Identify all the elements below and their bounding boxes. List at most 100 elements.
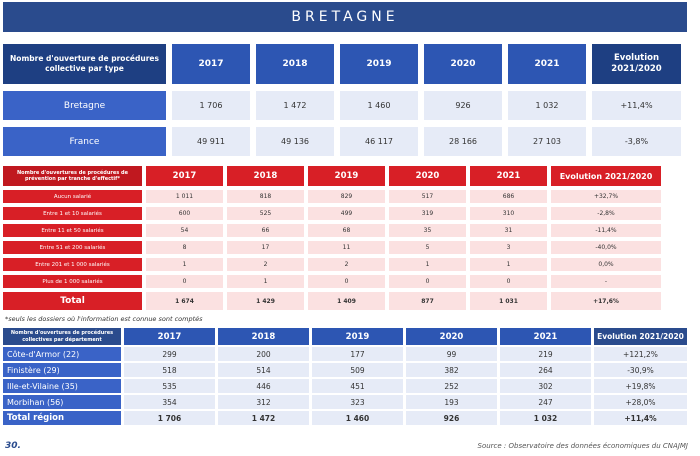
value-cell: 1 011 [146,190,223,203]
value-cell: 193 [406,395,497,409]
table-row: Ille-et-Vilaine (35) 535 446 451 252 302… [3,379,689,393]
row-label: Entre 201 et 1 000 salariés [3,258,142,271]
total-value: 1 409 [308,292,385,310]
value-cell: 518 [124,363,215,377]
value-cell: 310 [470,207,547,220]
total-value: 1 429 [227,292,304,310]
evolution-cell: -30,9% [594,363,687,377]
value-cell: 1 [470,258,547,271]
year-header: 2018 [218,328,309,345]
value-cell: 49 136 [256,127,334,156]
table-row: Bretagne 1 706 1 472 1 460 926 1 032 +11… [3,91,689,120]
procedures-by-department-table: Nombre d'ouvertures de procédures collec… [3,328,689,427]
value-cell: 818 [227,190,304,203]
year-header: 2019 [340,44,418,84]
value-cell: 0 [146,275,223,288]
value-cell: 382 [406,363,497,377]
total-value: 1 472 [218,411,309,425]
value-cell: 1 [389,258,466,271]
value-cell: 27 103 [508,127,586,156]
table-row: Plus de 1 000 salariés 0 1 0 0 0 - [3,275,689,288]
value-cell: 829 [308,190,385,203]
table-row: Finistère (29) 518 514 509 382 264 -30,9… [3,363,689,377]
value-cell: 686 [470,190,547,203]
table-header-row: Nombre d'ouverture de procédures collect… [3,44,689,84]
total-label: Total [3,292,142,310]
evolution-cell: 0,0% [551,258,661,271]
value-cell: 509 [312,363,403,377]
row-label: Plus de 1 000 salariés [3,275,142,288]
value-cell: 200 [218,347,309,361]
value-cell: 31 [470,224,547,237]
value-cell: 525 [227,207,304,220]
row-label: Entre 51 et 200 salariés [3,241,142,254]
table-header-row: Nombre d'ouvertures de procédures de pré… [3,166,689,186]
value-cell: 535 [124,379,215,393]
year-header: 2018 [227,166,304,186]
value-cell: 28 166 [424,127,502,156]
table-row: France 49 911 49 136 46 117 28 166 27 10… [3,127,689,156]
value-cell: 11 [308,241,385,254]
year-header: 2020 [389,166,466,186]
total-row: Total 1 674 1 429 1 409 877 1 031 +17,6% [3,292,689,310]
total-value: 1 706 [124,411,215,425]
total-value: 1 031 [470,292,547,310]
footnote: *seuls les dossiers où l'information est… [5,315,203,323]
total-value: 1 460 [312,411,403,425]
value-cell: 499 [308,207,385,220]
value-cell: 35 [389,224,466,237]
value-cell: 46 117 [340,127,418,156]
value-cell: 323 [312,395,403,409]
total-value: 926 [406,411,497,425]
table-header-label: Nombre d'ouverture de procédures collect… [3,44,166,84]
row-label: Morbihan (56) [3,395,121,409]
procedures-by-type-table: Nombre d'ouverture de procédures collect… [3,44,689,163]
evolution-cell: -2,8% [551,207,661,220]
value-cell: 514 [218,363,309,377]
year-header: 2017 [124,328,215,345]
value-cell: 66 [227,224,304,237]
value-cell: 451 [312,379,403,393]
value-cell: 49 911 [172,127,250,156]
evolution-cell: -40,0% [551,241,661,254]
value-cell: 5 [389,241,466,254]
table-row: Aucun salarié 1 011 818 829 517 686 +32,… [3,190,689,203]
table-row: Entre 201 et 1 000 salariés 1 2 2 1 1 0,… [3,258,689,271]
year-header: 2020 [406,328,497,345]
table-row: Entre 1 et 10 salariés 600 525 499 319 3… [3,207,689,220]
table-row: Côte-d'Armor (22) 299 200 177 99 219 +12… [3,347,689,361]
value-cell: 1 706 [172,91,250,120]
total-value: 877 [389,292,466,310]
value-cell: 0 [308,275,385,288]
total-label: Total région [3,411,121,425]
table-header-row: Nombre d'ouvertures de procédures collec… [3,328,689,345]
year-header: 2018 [256,44,334,84]
year-header: 2021 [470,166,547,186]
value-cell: 319 [389,207,466,220]
table-row: Entre 11 et 50 salariés 54 66 68 35 31 -… [3,224,689,237]
value-cell: 8 [146,241,223,254]
value-cell: 302 [500,379,591,393]
evolution-cell: -3,8% [592,127,681,156]
total-value: 1 032 [500,411,591,425]
value-cell: 1 460 [340,91,418,120]
total-evolution: +17,6% [551,292,661,310]
value-cell: 219 [500,347,591,361]
evolution-cell: +32,7% [551,190,661,203]
value-cell: 1 [227,275,304,288]
page-number: 30. [5,441,21,451]
value-cell: 517 [389,190,466,203]
value-cell: 1 472 [256,91,334,120]
evolution-header: Evolution 2021/2020 [551,166,661,186]
value-cell: 2 [308,258,385,271]
evolution-cell: +28,0% [594,395,687,409]
value-cell: 2 [227,258,304,271]
region-banner: BRETAGNE [3,2,687,32]
value-cell: 926 [424,91,502,120]
value-cell: 354 [124,395,215,409]
year-header: 2021 [508,44,586,84]
year-header: 2020 [424,44,502,84]
value-cell: 252 [406,379,497,393]
value-cell: 0 [389,275,466,288]
table-row: Entre 51 et 200 salariés 8 17 11 5 3 -40… [3,241,689,254]
